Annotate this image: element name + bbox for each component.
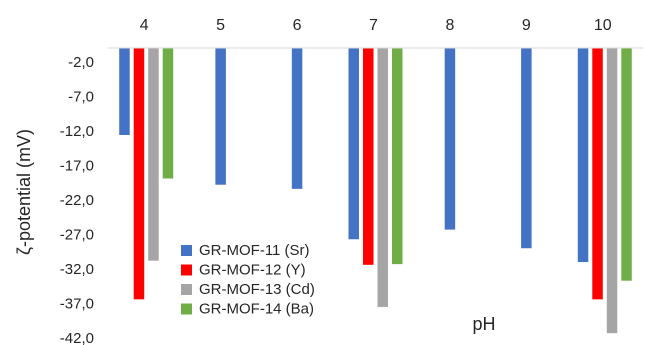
x-tick-label: 8 (445, 17, 454, 34)
y-tick-label: -32,0 (60, 261, 94, 278)
x-tick-labels: 4 5 6 7 8 9 10 (140, 17, 612, 34)
bar-gr-mof-11-sr-ph-4 (119, 48, 130, 135)
bar-gr-mof-11-sr-ph-5 (215, 48, 226, 185)
bar-gr-mof-14-ba-ph-10 (621, 48, 632, 281)
legend-swatch (181, 303, 192, 315)
bar-gr-mof-11-sr-ph-10 (577, 48, 589, 263)
x-axis-title: pH (472, 314, 495, 334)
y-tick-labels: -2,0 -7,0 -12,0 -17,0 -22,0 -27,0 -32,0 -37,0 -4… (60, 54, 94, 345)
legend: GR-MOF-11 (Sr) GR-MOF-12 (Y) GR-MOF-13 (Cd… (181, 242, 315, 318)
bar-gr-mof-11-sr-ph-6 (291, 48, 303, 189)
legend-swatch (181, 264, 192, 276)
y-tick-label: -7,0 (68, 88, 94, 105)
x-tick-label: 7 (369, 17, 378, 34)
bar-gr-mof-12-y-ph-10 (592, 48, 603, 300)
bar-gr-mof-13-cd-ph-4 (148, 48, 159, 261)
x-tick-label: 4 (140, 17, 149, 34)
bar-gr-mof-12-y-ph-4 (133, 48, 145, 300)
x-tick-label: 9 (522, 17, 531, 34)
bar-gr-mof-11-sr-ph-8 (444, 48, 456, 230)
x-tick-label: 6 (293, 17, 302, 34)
y-tick-label: -12,0 (60, 123, 94, 140)
y-tick-label: -27,0 (60, 226, 94, 243)
bars-layer (119, 48, 632, 334)
y-tick-label: -42,0 (60, 330, 94, 345)
legend-label: GR-MOF-14 (Ba) (199, 301, 314, 318)
legend-label: GR-MOF-11 (Sr) (199, 242, 310, 259)
bar-gr-mof-12-y-ph-7 (363, 48, 374, 265)
legend-swatch (181, 245, 192, 256)
x-tick-label: 5 (216, 17, 225, 34)
legend-swatch (181, 284, 192, 295)
y-tick-label: -2,0 (68, 54, 94, 71)
y-axis-title: ζ-potential (mV) (14, 129, 34, 255)
y-tick-label: -17,0 (60, 157, 94, 174)
bar-gr-mof-13-cd-ph-10 (606, 48, 618, 334)
y-tick-label: -22,0 (60, 192, 94, 209)
y-tick-label: -37,0 (60, 295, 94, 312)
bar-gr-mof-11-sr-ph-9 (521, 48, 532, 249)
bar-gr-mof-11-sr-ph-7 (348, 48, 359, 240)
x-tick-label: 10 (594, 17, 612, 34)
bar-gr-mof-14-ba-ph-4 (162, 48, 174, 179)
bar-gr-mof-14-ba-ph-7 (392, 48, 403, 265)
legend-label: GR-MOF-13 (Cd) (199, 281, 315, 298)
legend-label: GR-MOF-12 (Y) (199, 262, 306, 279)
bar-gr-mof-13-cd-ph-7 (377, 48, 388, 307)
